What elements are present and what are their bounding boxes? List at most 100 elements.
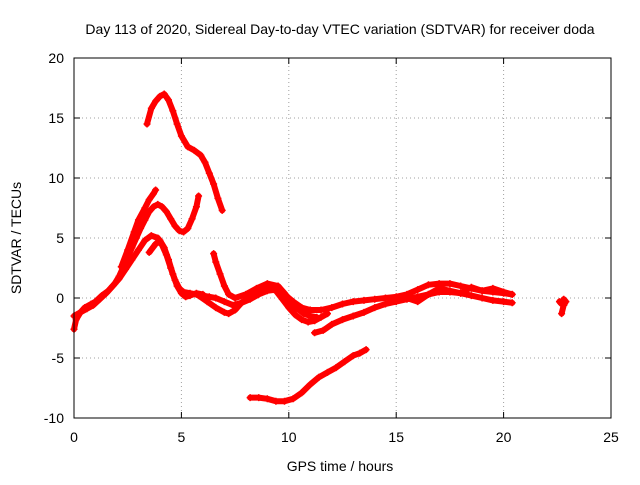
- data-point-marker: [177, 132, 185, 140]
- data-point-marker: [255, 288, 263, 296]
- data-point-marker: [560, 301, 568, 309]
- data-point-marker: [315, 373, 323, 381]
- data-point-marker: [210, 180, 218, 188]
- y-tick-label: -5: [52, 350, 65, 366]
- data-point-marker: [298, 316, 306, 324]
- data-point-marker: [177, 289, 185, 297]
- data-point-marker: [143, 120, 151, 128]
- data-point-marker: [311, 317, 319, 325]
- x-axis-label: GPS time / hours: [287, 458, 394, 474]
- grid: [74, 58, 611, 418]
- data-point-marker: [362, 346, 370, 354]
- data-point-marker: [195, 292, 203, 300]
- data-point-marker: [169, 270, 177, 278]
- data-point-marker: [446, 287, 454, 295]
- x-tick-label: 25: [603, 429, 619, 445]
- data-point-marker: [467, 292, 475, 300]
- data-point-marker: [414, 286, 422, 294]
- y-tick-label: -10: [44, 410, 64, 426]
- data-point-marker: [381, 300, 389, 308]
- data-point-marker: [109, 282, 117, 290]
- series-arc-a: [143, 90, 226, 214]
- data-point-marker: [188, 215, 196, 223]
- data-point-marker: [306, 312, 314, 320]
- tick-labels: 0 5 10 15 20 25 -10 -5 0 5 10 15 20: [44, 50, 619, 445]
- series-arc-j: [403, 283, 516, 306]
- data-point-marker: [130, 228, 138, 236]
- series-band: [210, 250, 320, 321]
- x-tick-label: 20: [496, 429, 512, 445]
- data-point-marker: [203, 298, 211, 306]
- data-point-marker: [293, 305, 301, 313]
- data-point-marker: [300, 310, 308, 318]
- data-point-marker: [287, 298, 295, 306]
- data-point-marker: [175, 227, 183, 235]
- data-point-marker: [220, 308, 228, 316]
- x-tick-label: 10: [281, 429, 297, 445]
- data-point-marker: [152, 240, 160, 248]
- y-tick-label: 15: [48, 110, 64, 126]
- data-point-marker: [381, 294, 389, 302]
- data-point-marker: [278, 295, 286, 303]
- data-point-marker: [508, 290, 516, 298]
- data-point-marker: [156, 92, 164, 100]
- series-band: [247, 346, 370, 405]
- data-point-marker: [403, 294, 411, 302]
- data-point-marker: [457, 282, 465, 290]
- data-point-marker: [158, 203, 166, 211]
- data-point-marker: [96, 295, 104, 303]
- data-point-marker: [184, 224, 192, 232]
- data-point-marker: [341, 358, 349, 366]
- data-point-marker: [186, 292, 194, 300]
- data-point-marker: [360, 296, 368, 304]
- data-point-marker: [156, 236, 164, 244]
- series-arc-g: [195, 283, 331, 326]
- data-point-marker: [500, 298, 508, 306]
- series-arc-h: [311, 288, 516, 337]
- data-point-marker: [122, 265, 130, 273]
- x-tick-label: 0: [70, 429, 78, 445]
- series-arc-e: [145, 236, 207, 301]
- data-point-marker: [218, 206, 226, 214]
- data-point-marker: [147, 232, 155, 240]
- data-point-marker: [457, 289, 465, 297]
- data-point-marker: [134, 246, 142, 254]
- series: [70, 90, 570, 405]
- data-point-marker: [246, 394, 254, 402]
- data-point-marker: [289, 395, 297, 403]
- data-point-marker: [323, 368, 331, 376]
- data-point-marker: [154, 200, 162, 208]
- data-point-marker: [339, 300, 346, 308]
- data-point-marker: [424, 281, 432, 289]
- data-point-marker: [306, 380, 314, 388]
- data-point-marker: [117, 263, 125, 271]
- data-point-marker: [128, 256, 136, 264]
- data-point-marker: [167, 215, 175, 223]
- data-point-marker: [210, 250, 218, 258]
- data-point-marker: [192, 203, 200, 211]
- data-point-marker: [220, 298, 228, 306]
- data-point-marker: [255, 394, 263, 402]
- plot-frame: [73, 57, 612, 419]
- data-point-marker: [323, 310, 331, 318]
- data-point-marker: [231, 306, 239, 314]
- data-point-marker: [141, 216, 149, 224]
- data-point-marker: [360, 308, 368, 316]
- data-point-marker: [145, 208, 153, 216]
- data-point-marker: [285, 304, 293, 312]
- y-tick-label: 20: [48, 50, 64, 66]
- data-point-marker: [304, 318, 312, 326]
- data-point-marker: [171, 222, 179, 230]
- data-point-marker: [371, 295, 379, 303]
- data-point-marker: [424, 290, 432, 298]
- data-point-marker: [197, 151, 205, 159]
- series-band: [146, 237, 206, 300]
- data-point-marker: [212, 258, 220, 266]
- data-point-marker: [500, 288, 508, 296]
- data-point-marker: [147, 104, 155, 112]
- x-tick-label: 5: [178, 429, 186, 445]
- data-point-marker: [467, 283, 475, 291]
- data-point-marker: [371, 304, 379, 312]
- data-point-marker: [508, 299, 516, 307]
